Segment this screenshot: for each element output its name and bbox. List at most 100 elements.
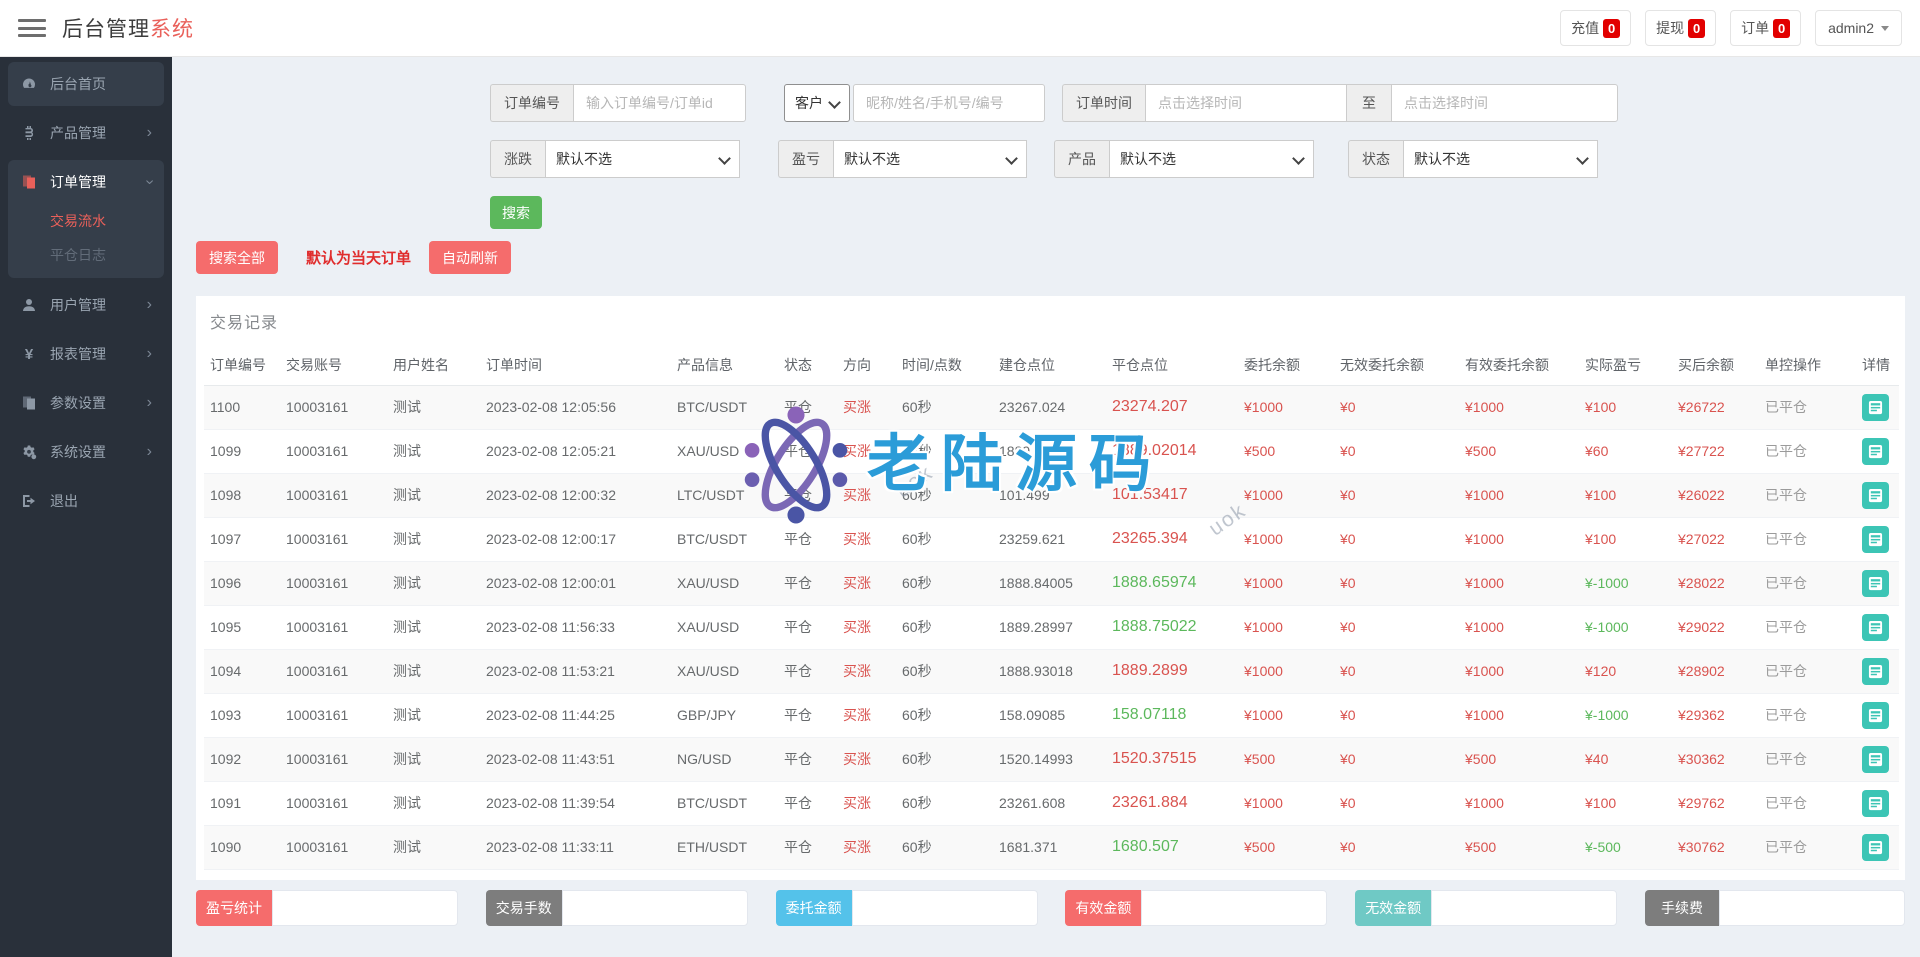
menu-toggle-icon[interactable] — [18, 18, 46, 38]
column-header: 实际盈亏 — [1579, 345, 1672, 386]
cell-open-price: 1681.371 — [993, 825, 1106, 870]
detail-button[interactable] — [1862, 657, 1889, 685]
summary-fee: 手续费 — [1644, 889, 1905, 926]
auto-refresh-button[interactable]: 自动刷新 — [429, 241, 512, 274]
cell-entrust-balance: ¥1000 — [1238, 605, 1334, 650]
chevron-right-icon: › — [146, 296, 152, 313]
cell-order-time: 2023-02-08 11:39:54 — [480, 781, 671, 826]
sidebar-item-reports[interactable]: ¥ 报表管理 › — [8, 332, 164, 376]
sidebar-item-trade-flow[interactable]: 交易流水 — [50, 213, 106, 229]
cell-control: 已平仓 — [1759, 781, 1856, 826]
cell-close-price: 1888.75022 — [1106, 605, 1238, 650]
cell-entrust-balance: ¥1000 — [1238, 781, 1334, 826]
customer-type-select[interactable]: 客户 — [784, 84, 850, 122]
cell-detail — [1856, 561, 1899, 606]
customer-search-input[interactable] — [853, 84, 1045, 122]
chevron-right-icon: › — [146, 124, 152, 141]
cell-control: 已平仓 — [1759, 825, 1856, 870]
detail-button[interactable] — [1862, 745, 1889, 773]
rise-fall-select[interactable]: 默认不选 — [545, 140, 740, 178]
gear-icon — [20, 444, 38, 460]
cell-control: 已平仓 — [1759, 693, 1856, 738]
detail-button[interactable] — [1862, 701, 1889, 729]
cell-actual-profit: ¥100 — [1579, 781, 1672, 826]
detail-button[interactable] — [1862, 437, 1889, 465]
sidebar-item-params[interactable]: 参数设置 › — [8, 381, 164, 425]
nav-label: 充值 — [1571, 20, 1600, 36]
profit-select[interactable]: 默认不选 — [833, 140, 1027, 178]
cell-duration: 60秒 — [896, 561, 993, 606]
nav-orders-button[interactable]: 订单 0 — [1730, 10, 1802, 46]
user-menu-button[interactable]: admin2 — [1815, 10, 1902, 46]
chevron-right-icon: › — [146, 394, 152, 411]
cell-username: 测试 — [387, 429, 480, 474]
cell-valid-balance: ¥1000 — [1459, 693, 1579, 738]
detail-button[interactable] — [1862, 481, 1889, 509]
nav-label: 提现 — [1656, 20, 1685, 36]
nav-withdraw-button[interactable]: 提现 0 — [1645, 10, 1717, 46]
sidebar-item-users[interactable]: 用户管理 › — [8, 283, 164, 327]
sidebar-item-products[interactable]: 产品管理 › — [8, 111, 164, 155]
cell-after-balance: ¥29762 — [1672, 781, 1759, 826]
cell-order-id: 1095 — [204, 605, 280, 650]
status-filter: 状态 默认不选 — [1348, 140, 1598, 178]
status-select[interactable]: 默认不选 — [1403, 140, 1598, 178]
nav-recharge-button[interactable]: 充值 0 — [1560, 10, 1632, 46]
cell-duration: 60秒 — [896, 517, 993, 562]
cell-account: 10003161 — [280, 517, 387, 562]
detail-button[interactable] — [1862, 393, 1889, 421]
summary-value-box — [561, 889, 748, 926]
sidebar-item-close-log[interactable]: 平仓日志 — [50, 247, 106, 263]
cell-after-balance: ¥28902 — [1672, 649, 1759, 694]
detail-button[interactable] — [1862, 833, 1889, 861]
filter-form: 订单编号 客户 订单时间 至 涨跌 — [490, 84, 1905, 229]
search-button[interactable]: 搜索 — [490, 196, 542, 229]
table-row: 1096 10003161 测试 2023-02-08 12:00:01 XAU/USD… — [204, 561, 1899, 606]
search-all-button[interactable]: 搜索全部 — [196, 241, 278, 274]
sidebar-item-home[interactable]: 后台首页 — [8, 62, 164, 106]
app-logo: 后台管理系统 — [62, 13, 194, 43]
cell-username: 测试 — [387, 781, 480, 826]
time-start-input[interactable] — [1145, 84, 1347, 122]
cell-product: XAU/USD — [671, 649, 778, 694]
cell-direction: 买涨 — [837, 561, 896, 606]
cell-username: 测试 — [387, 561, 480, 606]
sidebar-item-label: 退出 — [50, 493, 78, 509]
detail-button[interactable] — [1862, 789, 1889, 817]
detail-button[interactable] — [1862, 613, 1889, 641]
detail-button[interactable] — [1862, 525, 1889, 553]
sidebar-item-system[interactable]: 系统设置 › — [8, 430, 164, 474]
cell-invalid-balance: ¥0 — [1334, 737, 1459, 782]
cell-order-time: 2023-02-08 12:05:56 — [480, 385, 671, 430]
cell-open-price: 101.499 — [993, 473, 1106, 518]
sidebar-item-label: 报表管理 — [50, 346, 106, 362]
cell-actual-profit: ¥-1000 — [1579, 693, 1672, 738]
time-end-input[interactable] — [1391, 84, 1618, 122]
cell-product: XAU/USD — [671, 605, 778, 650]
nav-badge: 0 — [1688, 18, 1706, 38]
cell-close-price: 23265.394 — [1106, 517, 1238, 562]
product-select[interactable]: 默认不选 — [1109, 140, 1314, 178]
detail-button[interactable] — [1862, 569, 1889, 597]
main-content: 订单编号 客户 订单时间 至 涨跌 — [172, 57, 1920, 957]
column-header: 交易账号 — [280, 345, 387, 386]
cell-close-price: 23261.884 — [1106, 781, 1238, 826]
cell-direction: 买涨 — [837, 693, 896, 738]
sidebar-item-orders[interactable]: 订单管理 › — [8, 160, 164, 204]
sidebar-item-logout[interactable]: 退出 — [8, 479, 164, 523]
trade-table: 订单编号 交易账号 用户姓名 订单时间 产品信息 状态 方向 时间/点数 建仓点位 平仓点位 委托余… — [204, 345, 1899, 870]
sidebar-item-label: 系统设置 — [50, 444, 106, 460]
cell-valid-balance: ¥500 — [1459, 429, 1579, 474]
order-no-input[interactable] — [573, 84, 746, 122]
cell-username: 测试 — [387, 737, 480, 782]
cell-account: 10003161 — [280, 781, 387, 826]
cell-order-id: 1093 — [204, 693, 280, 738]
table-row: 1092 10003161 测试 2023-02-08 11:43:51 NG/USD 平… — [204, 737, 1899, 782]
table-row: 1091 10003161 测试 2023-02-08 11:39:54 BTC/USD… — [204, 781, 1899, 826]
summary-label: 有效金额 — [1065, 889, 1142, 926]
cell-account: 10003161 — [280, 649, 387, 694]
cell-control: 已平仓 — [1759, 473, 1856, 518]
cell-invalid-balance: ¥0 — [1334, 473, 1459, 518]
cell-order-id: 1090 — [204, 825, 280, 870]
panel-title: 交易记录 — [210, 315, 279, 332]
